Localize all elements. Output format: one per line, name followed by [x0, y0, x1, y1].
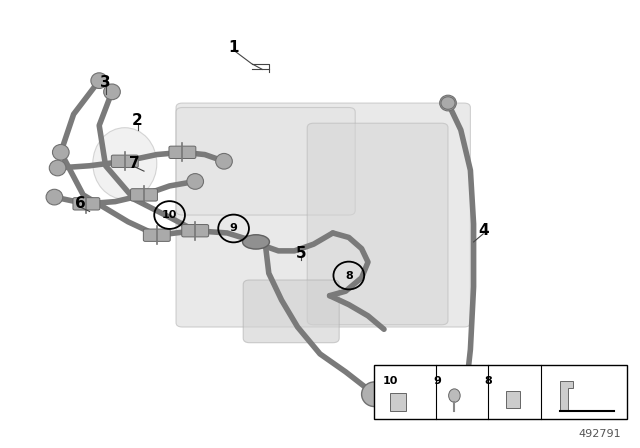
FancyBboxPatch shape — [307, 123, 448, 325]
Ellipse shape — [104, 84, 120, 99]
Ellipse shape — [243, 235, 269, 249]
FancyBboxPatch shape — [506, 391, 520, 408]
Text: 2: 2 — [132, 113, 143, 129]
Ellipse shape — [91, 73, 108, 89]
Ellipse shape — [449, 389, 460, 402]
Text: 492791: 492791 — [578, 429, 621, 439]
Ellipse shape — [441, 97, 455, 109]
Bar — [374, 365, 627, 419]
Text: 4: 4 — [478, 223, 488, 238]
Ellipse shape — [52, 144, 69, 160]
FancyBboxPatch shape — [390, 393, 406, 411]
Text: 10: 10 — [383, 376, 398, 386]
Text: 10: 10 — [162, 210, 177, 220]
Ellipse shape — [49, 160, 66, 176]
FancyBboxPatch shape — [176, 108, 355, 215]
FancyBboxPatch shape — [176, 103, 470, 327]
FancyBboxPatch shape — [111, 155, 138, 168]
FancyBboxPatch shape — [169, 146, 196, 159]
Text: 7: 7 — [129, 156, 140, 171]
Text: 6: 6 — [75, 196, 85, 211]
Ellipse shape — [93, 128, 157, 199]
Ellipse shape — [440, 95, 456, 111]
Ellipse shape — [366, 386, 383, 402]
Polygon shape — [560, 381, 573, 411]
Text: 8: 8 — [345, 271, 353, 280]
Text: 1: 1 — [228, 39, 239, 55]
Text: 9: 9 — [433, 376, 441, 386]
Text: 8: 8 — [484, 376, 492, 386]
Ellipse shape — [362, 382, 387, 407]
FancyBboxPatch shape — [131, 189, 157, 201]
Ellipse shape — [46, 189, 63, 205]
FancyBboxPatch shape — [143, 229, 170, 241]
Text: 9: 9 — [230, 224, 237, 233]
FancyBboxPatch shape — [73, 198, 100, 210]
FancyBboxPatch shape — [182, 224, 209, 237]
Ellipse shape — [216, 153, 232, 169]
Text: 3: 3 — [100, 75, 111, 90]
Text: 5: 5 — [296, 246, 306, 261]
Ellipse shape — [187, 174, 204, 189]
FancyBboxPatch shape — [243, 280, 339, 343]
